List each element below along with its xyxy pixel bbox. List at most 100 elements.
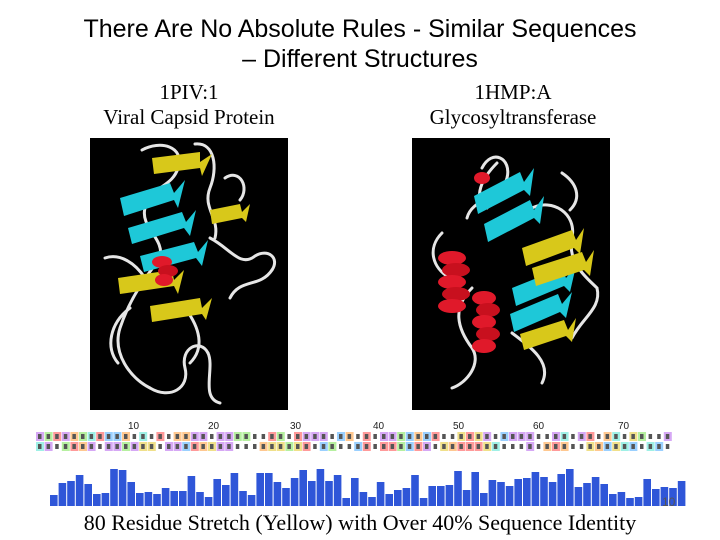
residue-glyph xyxy=(588,434,592,439)
conservation-bar xyxy=(548,482,557,506)
conservation-bar xyxy=(394,490,402,506)
conservation-bar xyxy=(677,481,686,506)
conservation-bar xyxy=(583,483,591,506)
right-protein-id: 1HMP:A xyxy=(474,80,552,104)
conservation-bar xyxy=(531,472,540,506)
right-protein-name: Glycosyltransferase xyxy=(429,105,597,129)
residue-glyph xyxy=(347,434,352,439)
residue-glyph xyxy=(278,444,283,449)
conservation-bar xyxy=(213,479,221,506)
conservation-bar xyxy=(471,472,479,506)
residue-glyph xyxy=(72,444,76,449)
left-protein-id: 1PIV:1 xyxy=(159,80,219,104)
slide-title-line-1: There Are No Absolute Rules - Similar Se… xyxy=(83,15,637,43)
residue-glyph xyxy=(63,434,68,439)
residue-glyph xyxy=(399,444,403,449)
residue-glyph xyxy=(175,434,180,439)
residue-glyph xyxy=(304,444,309,449)
conservation-bar xyxy=(299,470,307,506)
conservation-bar xyxy=(101,493,110,506)
residue-glyph xyxy=(511,444,515,449)
conservation-bar xyxy=(247,495,256,506)
conservation-bar xyxy=(333,475,342,506)
conservation-bar xyxy=(411,475,419,506)
ruler-tick-label: 30 xyxy=(290,421,302,432)
residue-glyph xyxy=(81,434,85,439)
residue-glyph xyxy=(72,434,76,439)
conservation-bar xyxy=(187,476,196,506)
helix-red xyxy=(438,172,500,353)
conservation-bar xyxy=(609,494,617,506)
residue-glyph xyxy=(364,434,369,439)
conservation-bar xyxy=(170,491,178,506)
sequence-alignment: 10 20 30 40 50 60 70 xyxy=(28,418,694,508)
residue-glyph xyxy=(132,444,137,449)
conservation-bar xyxy=(144,492,153,506)
residue-glyph xyxy=(287,444,291,449)
residue-glyph xyxy=(313,444,317,449)
residue-glyph xyxy=(493,444,498,449)
residue-glyph xyxy=(511,434,515,439)
slide-caption: 80 Residue Stretch (Yellow) with Over 40… xyxy=(83,510,637,535)
residue-glyph xyxy=(390,444,395,449)
residue-glyph xyxy=(192,434,197,439)
conservation-bar xyxy=(643,479,651,506)
residue-glyph xyxy=(382,444,386,449)
residue-glyph xyxy=(304,434,309,439)
residue-glyph xyxy=(184,444,188,449)
conservation-bar xyxy=(84,484,92,506)
residue-glyph xyxy=(536,444,541,449)
conservation-bar xyxy=(359,492,368,506)
residue-glyph xyxy=(330,434,334,439)
residue-glyph xyxy=(141,434,145,439)
residue-glyph xyxy=(622,434,627,439)
slide-title-line-2: – Different Structures xyxy=(242,45,478,73)
conservation-bar xyxy=(454,471,462,506)
residue-glyph xyxy=(218,434,223,439)
conservation-bar xyxy=(265,473,273,506)
residue-glyph xyxy=(468,444,472,449)
residue-glyph xyxy=(339,434,343,439)
slide-number: 10 xyxy=(662,495,676,509)
residue-glyph xyxy=(614,434,618,439)
slide-title: There Are No Absolute Rules - Similar Se… xyxy=(0,14,720,74)
residue-glyph xyxy=(571,434,575,439)
residue-glyph xyxy=(227,434,231,439)
residue-glyph xyxy=(605,434,610,439)
residue-glyph xyxy=(579,444,584,449)
conservation-bar xyxy=(58,483,67,506)
conservation-bar xyxy=(523,478,531,506)
conservation-bar xyxy=(385,494,393,506)
ribbon-diagram-1hmp xyxy=(431,155,600,390)
position-ruler: 10 20 30 40 50 60 70 xyxy=(128,421,630,432)
conservation-bar xyxy=(50,495,58,506)
residue-glyph xyxy=(278,434,283,439)
residue-glyph xyxy=(442,444,446,449)
residue-glyph xyxy=(175,444,180,449)
residue-glyph xyxy=(313,434,317,439)
conservation-bar xyxy=(514,479,522,506)
residue-glyph xyxy=(261,444,266,449)
ruler-tick-label: 40 xyxy=(373,421,385,432)
residue-glyph xyxy=(459,444,463,449)
residue-glyph xyxy=(124,434,128,439)
left-protein-label: 1PIV:1 Viral Capsid Protein xyxy=(80,80,298,130)
residue-glyph xyxy=(562,444,567,449)
residue-glyph xyxy=(665,444,670,449)
residue-glyph xyxy=(648,444,653,449)
residue-glyph xyxy=(38,444,42,449)
residue-glyph xyxy=(545,434,549,439)
conservation-bar xyxy=(660,487,669,506)
conservation-bar xyxy=(617,492,626,506)
conservation-bar xyxy=(75,475,84,506)
conservation-bar xyxy=(325,481,333,506)
residue-glyph xyxy=(468,434,472,439)
conservation-bar xyxy=(488,480,497,506)
residue-glyph xyxy=(296,444,300,449)
residue-glyph xyxy=(407,434,412,439)
conservation-bar xyxy=(161,488,170,506)
residue-glyph xyxy=(63,444,68,449)
structure-image-1hmp xyxy=(412,138,610,410)
residue-glyph xyxy=(373,444,377,449)
residue-glyph xyxy=(407,444,412,449)
